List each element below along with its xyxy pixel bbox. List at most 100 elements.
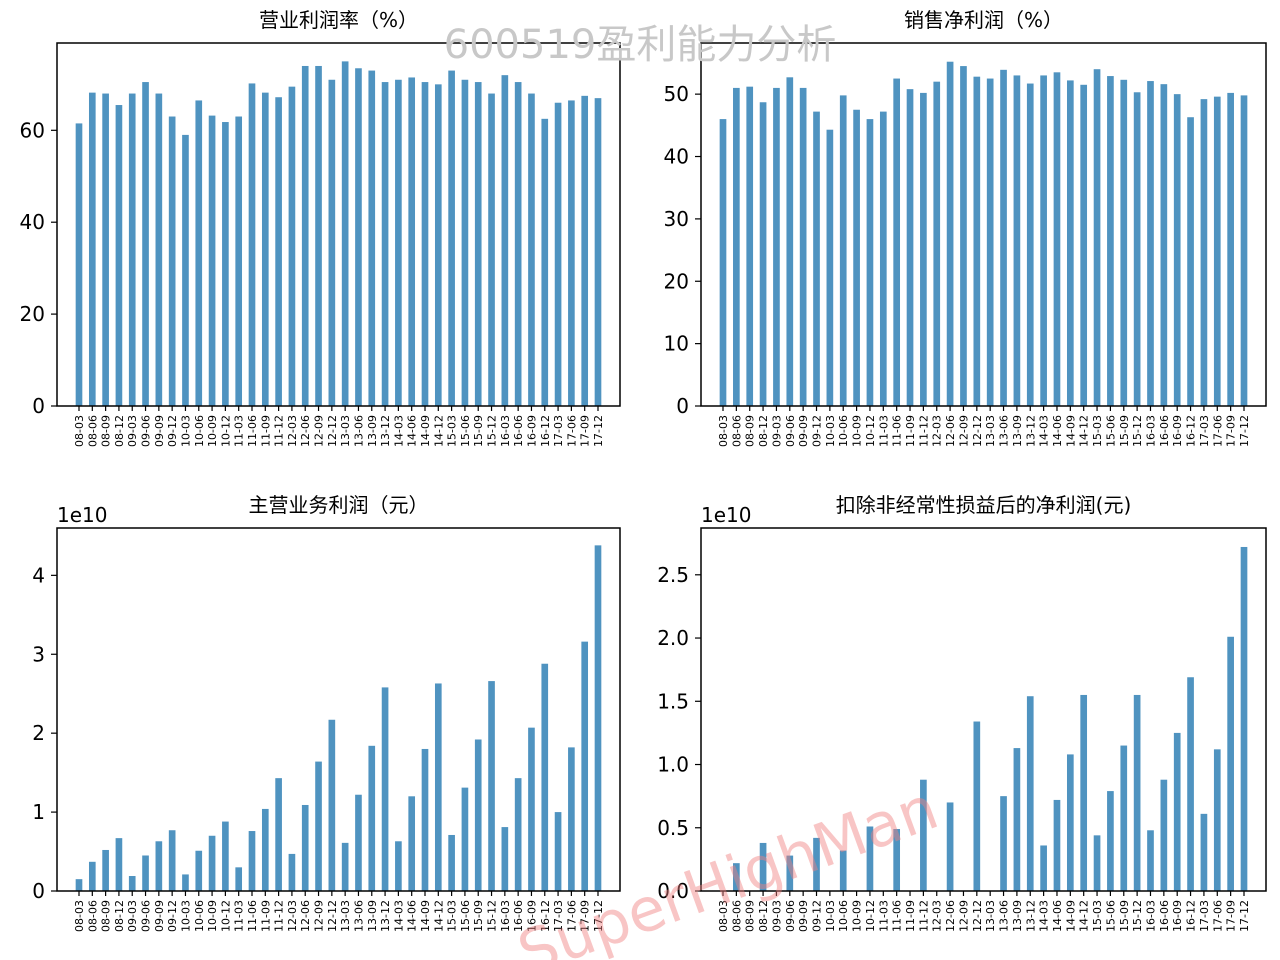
bar-14-06 bbox=[408, 77, 416, 407]
x-tick-label: 10-06 bbox=[837, 415, 850, 447]
y-tick-label: 1.5 bbox=[657, 689, 689, 713]
x-tick-label: 15-03 bbox=[446, 900, 459, 932]
x-tick-label: 09-09 bbox=[797, 900, 810, 932]
x-tick-label: 15-12 bbox=[1131, 415, 1144, 447]
x-tick-label: 09-12 bbox=[811, 900, 824, 932]
x-tick-label: 15-09 bbox=[472, 415, 485, 447]
x-tick-label: 14-03 bbox=[1038, 415, 1051, 447]
bar-10-09 bbox=[208, 835, 216, 891]
x-tick-label: 11-03 bbox=[877, 900, 890, 932]
bar-11-03 bbox=[879, 111, 887, 407]
x-tick-label: 10-12 bbox=[219, 415, 232, 447]
x-tick-label: 14-06 bbox=[406, 900, 419, 932]
x-tick-label: 13-03 bbox=[984, 415, 997, 447]
bar-09-03 bbox=[128, 93, 136, 406]
bar-16-12 bbox=[541, 118, 549, 406]
x-tick-label: 15-06 bbox=[1104, 415, 1117, 447]
bar-12-12 bbox=[328, 719, 336, 891]
x-tick-label: 12-03 bbox=[286, 900, 299, 932]
bar-15-09 bbox=[474, 739, 482, 891]
x-tick-label: 12-09 bbox=[313, 900, 326, 932]
x-tick-label: 12-12 bbox=[326, 415, 339, 447]
bar-11-12 bbox=[920, 92, 927, 407]
x-tick-label: 15-12 bbox=[1131, 900, 1144, 932]
bar-13-09 bbox=[1013, 748, 1021, 891]
bar-16-09 bbox=[1173, 94, 1181, 406]
x-tick-label: 16-12 bbox=[539, 415, 552, 447]
bar-15-06 bbox=[1107, 791, 1114, 891]
x-tick-label: 17-03 bbox=[1198, 900, 1211, 932]
x-tick-label: 14-03 bbox=[392, 415, 405, 447]
x-tick-label: 14-09 bbox=[419, 900, 432, 932]
x-tick-label: 16-06 bbox=[512, 900, 525, 932]
bar-10-12 bbox=[222, 122, 229, 406]
x-tick-label: 08-06 bbox=[730, 900, 743, 932]
x-tick-label: 11-03 bbox=[233, 900, 246, 932]
bar-11-12 bbox=[920, 779, 927, 891]
x-tick-label: 13-12 bbox=[1024, 415, 1037, 447]
bar-17-12 bbox=[1240, 546, 1248, 891]
bar-16-09 bbox=[1173, 732, 1181, 891]
x-tick-label: 14-03 bbox=[392, 900, 405, 932]
x-tick-label: 11-12 bbox=[917, 900, 930, 932]
x-tick-label: 12-12 bbox=[971, 900, 984, 932]
bar-09-09 bbox=[155, 93, 163, 406]
bar-08-12 bbox=[115, 838, 123, 891]
x-tick-label: 08-06 bbox=[730, 415, 743, 447]
bar-12-06 bbox=[301, 65, 309, 406]
bar-13-06 bbox=[355, 68, 362, 407]
x-tick-label: 11-06 bbox=[891, 900, 904, 932]
x-tick-label: 16-12 bbox=[1185, 900, 1198, 932]
x-tick-label: 08-09 bbox=[744, 415, 757, 447]
x-tick-label: 13-03 bbox=[339, 900, 352, 932]
bar-16-03 bbox=[501, 827, 509, 891]
bar-15-12 bbox=[488, 681, 495, 891]
x-tick-label: 17-03 bbox=[1198, 415, 1211, 447]
x-tick-label: 15-03 bbox=[446, 415, 459, 447]
x-tick-label: 12-06 bbox=[944, 900, 957, 932]
bar-11-06 bbox=[893, 78, 901, 407]
x-tick-label: 16-06 bbox=[1158, 900, 1171, 932]
bar-17-09 bbox=[1227, 636, 1234, 891]
x-tick-label: 10-03 bbox=[824, 415, 837, 447]
x-tick-label: 09-06 bbox=[140, 415, 153, 447]
bar-13-06 bbox=[1000, 69, 1007, 406]
x-tick-label: 16-06 bbox=[1158, 415, 1171, 447]
x-tick-label: 08-09 bbox=[100, 415, 113, 447]
bar-09-12 bbox=[168, 830, 176, 891]
panel-title: 营业利润率（%） bbox=[259, 8, 418, 32]
x-tick-label: 14-12 bbox=[432, 900, 445, 932]
bar-15-03 bbox=[448, 834, 455, 891]
x-tick-label: 10-06 bbox=[837, 900, 850, 932]
x-tick-label: 15-12 bbox=[486, 900, 499, 932]
x-tick-label: 15-06 bbox=[459, 900, 472, 932]
bar-08-12 bbox=[759, 102, 767, 406]
bar-11-06 bbox=[248, 831, 256, 891]
bar-17-03 bbox=[1200, 813, 1208, 891]
x-tick-label: 17-06 bbox=[565, 415, 578, 447]
axes-frame bbox=[56, 42, 621, 407]
x-tick-label: 16-12 bbox=[539, 900, 552, 932]
bar-16-06 bbox=[514, 778, 522, 891]
bar-17-03 bbox=[554, 812, 562, 891]
x-tick-label: 13-06 bbox=[998, 415, 1011, 447]
bar-14-03 bbox=[395, 841, 402, 891]
bar-13-03 bbox=[341, 61, 349, 406]
x-tick-label: 11-06 bbox=[246, 415, 259, 447]
x-tick-label: 16-09 bbox=[1171, 900, 1184, 932]
panel-title: 主营业务利润（元） bbox=[249, 493, 429, 517]
x-tick-label: 12-03 bbox=[931, 900, 944, 932]
bar-09-06 bbox=[142, 82, 149, 406]
bar-13-06 bbox=[355, 794, 362, 891]
chart-panel-3: 0.00.51.01.52.02.508-03 08-06 08-09 08-12 09… bbox=[657, 493, 1267, 932]
bar-15-06 bbox=[461, 787, 469, 891]
x-tick-label: 08-03 bbox=[73, 415, 86, 447]
bar-13-12 bbox=[381, 687, 389, 891]
x-tick-label: 10-12 bbox=[219, 900, 232, 932]
bar-15-09 bbox=[474, 82, 482, 406]
x-tick-label: 10-03 bbox=[179, 900, 192, 932]
bar-09-06 bbox=[786, 855, 794, 891]
x-tick-label: 11-09 bbox=[904, 900, 917, 932]
x-tick-label: 11-03 bbox=[233, 415, 246, 447]
